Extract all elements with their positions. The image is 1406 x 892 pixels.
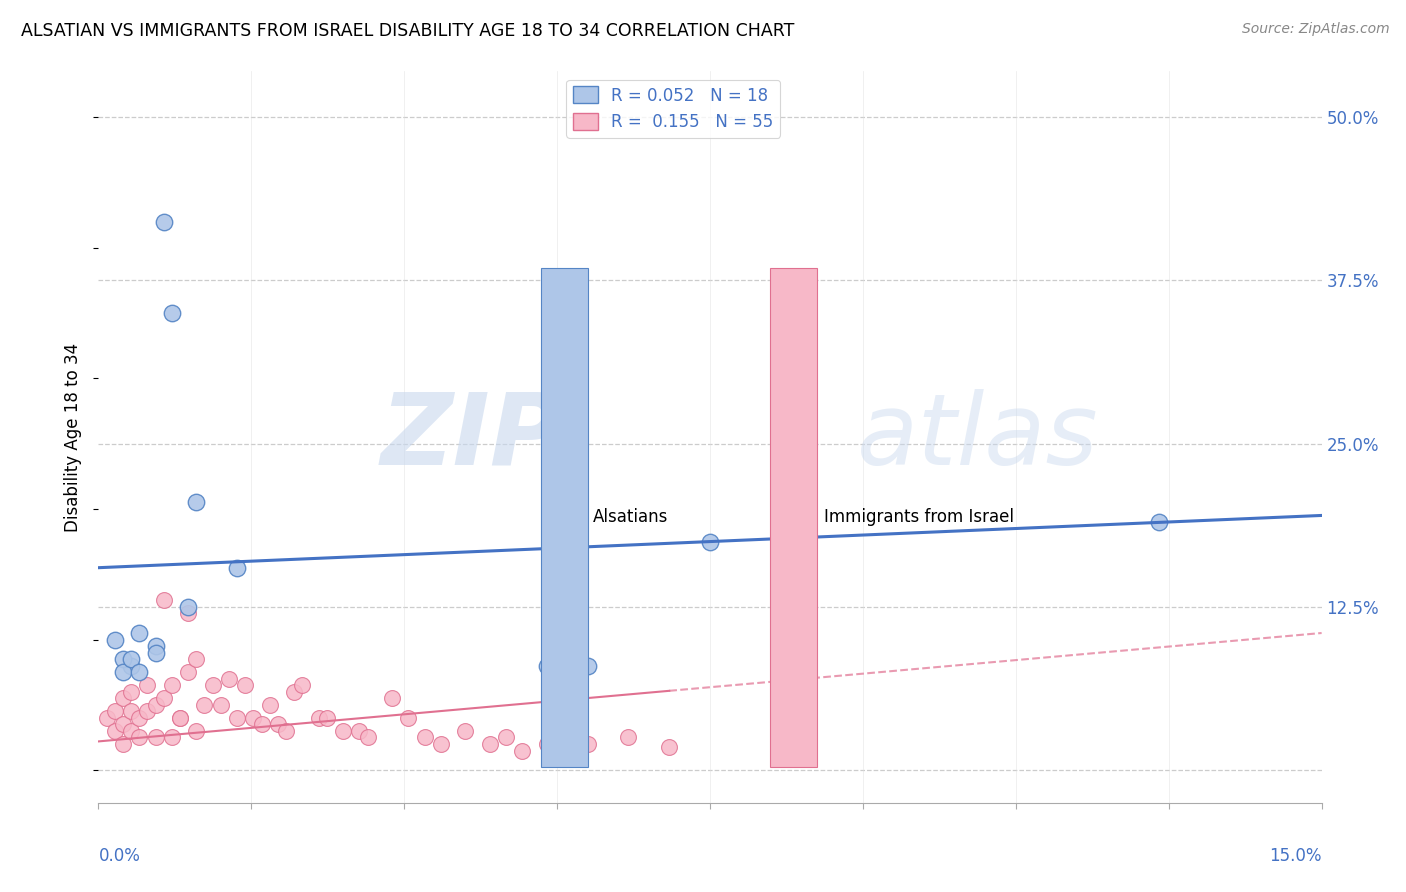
Point	[454, 723, 477, 738]
Text: Alsatians: Alsatians	[593, 508, 669, 526]
Point	[96, 711, 118, 725]
Point	[413, 731, 436, 745]
Point	[145, 639, 167, 653]
Point	[430, 737, 453, 751]
Point	[152, 214, 174, 228]
Point	[186, 723, 208, 738]
Point	[120, 652, 142, 666]
Point	[128, 626, 150, 640]
Point	[209, 698, 232, 712]
Point	[396, 711, 419, 725]
Point	[512, 743, 534, 757]
Point	[536, 658, 558, 673]
Point	[104, 705, 127, 719]
Point	[536, 737, 558, 751]
Point	[193, 698, 215, 712]
Text: atlas: atlas	[856, 389, 1098, 485]
Point	[259, 698, 281, 712]
Point	[104, 723, 127, 738]
Text: Immigrants from Israel: Immigrants from Israel	[824, 508, 1014, 526]
Point	[136, 705, 159, 719]
Point	[111, 691, 134, 706]
Point	[233, 678, 256, 692]
Point	[160, 306, 183, 320]
Point	[152, 691, 174, 706]
Point	[381, 691, 404, 706]
Point	[145, 698, 167, 712]
Point	[111, 652, 134, 666]
Point	[274, 723, 297, 738]
Point	[160, 678, 183, 692]
Point	[658, 739, 681, 754]
Point	[699, 534, 721, 549]
Point	[152, 593, 174, 607]
Point	[267, 717, 290, 731]
Point	[177, 599, 200, 614]
Text: 0.0%: 0.0%	[98, 847, 141, 864]
Point	[128, 731, 150, 745]
Point	[291, 678, 314, 692]
Point	[120, 658, 142, 673]
Point	[111, 737, 134, 751]
Point	[160, 731, 183, 745]
Text: ALSATIAN VS IMMIGRANTS FROM ISRAEL DISABILITY AGE 18 TO 34 CORRELATION CHART: ALSATIAN VS IMMIGRANTS FROM ISRAEL DISAB…	[21, 22, 794, 40]
Point	[145, 731, 167, 745]
Point	[120, 685, 142, 699]
Point	[495, 731, 517, 745]
Point	[576, 658, 599, 673]
Point	[226, 560, 249, 574]
Point	[177, 665, 200, 680]
Point	[120, 723, 142, 738]
Point	[186, 495, 208, 509]
Text: ZIP: ZIP	[380, 389, 564, 485]
Point	[177, 607, 200, 621]
Point	[201, 678, 224, 692]
Point	[120, 705, 142, 719]
Point	[250, 717, 273, 731]
Legend: R = 0.052   N = 18, R =  0.155   N = 55: R = 0.052 N = 18, R = 0.155 N = 55	[567, 79, 780, 137]
Point	[283, 685, 305, 699]
Point	[111, 717, 134, 731]
Point	[478, 737, 501, 751]
Point	[104, 632, 127, 647]
Text: 15.0%: 15.0%	[1270, 847, 1322, 864]
Point	[169, 711, 191, 725]
Point	[128, 665, 150, 680]
Point	[308, 711, 330, 725]
Point	[332, 723, 354, 738]
Point	[1147, 515, 1170, 529]
Point	[169, 711, 191, 725]
Point	[315, 711, 337, 725]
Point	[128, 711, 150, 725]
Point	[226, 711, 249, 725]
Point	[136, 678, 159, 692]
Point	[349, 723, 371, 738]
Point	[145, 646, 167, 660]
Point	[186, 652, 208, 666]
Point	[218, 672, 240, 686]
Point	[617, 731, 640, 745]
Point	[356, 731, 378, 745]
Y-axis label: Disability Age 18 to 34: Disability Age 18 to 34	[65, 343, 83, 532]
Point	[576, 737, 599, 751]
Text: Source: ZipAtlas.com: Source: ZipAtlas.com	[1241, 22, 1389, 37]
Point	[242, 711, 264, 725]
Point	[111, 665, 134, 680]
